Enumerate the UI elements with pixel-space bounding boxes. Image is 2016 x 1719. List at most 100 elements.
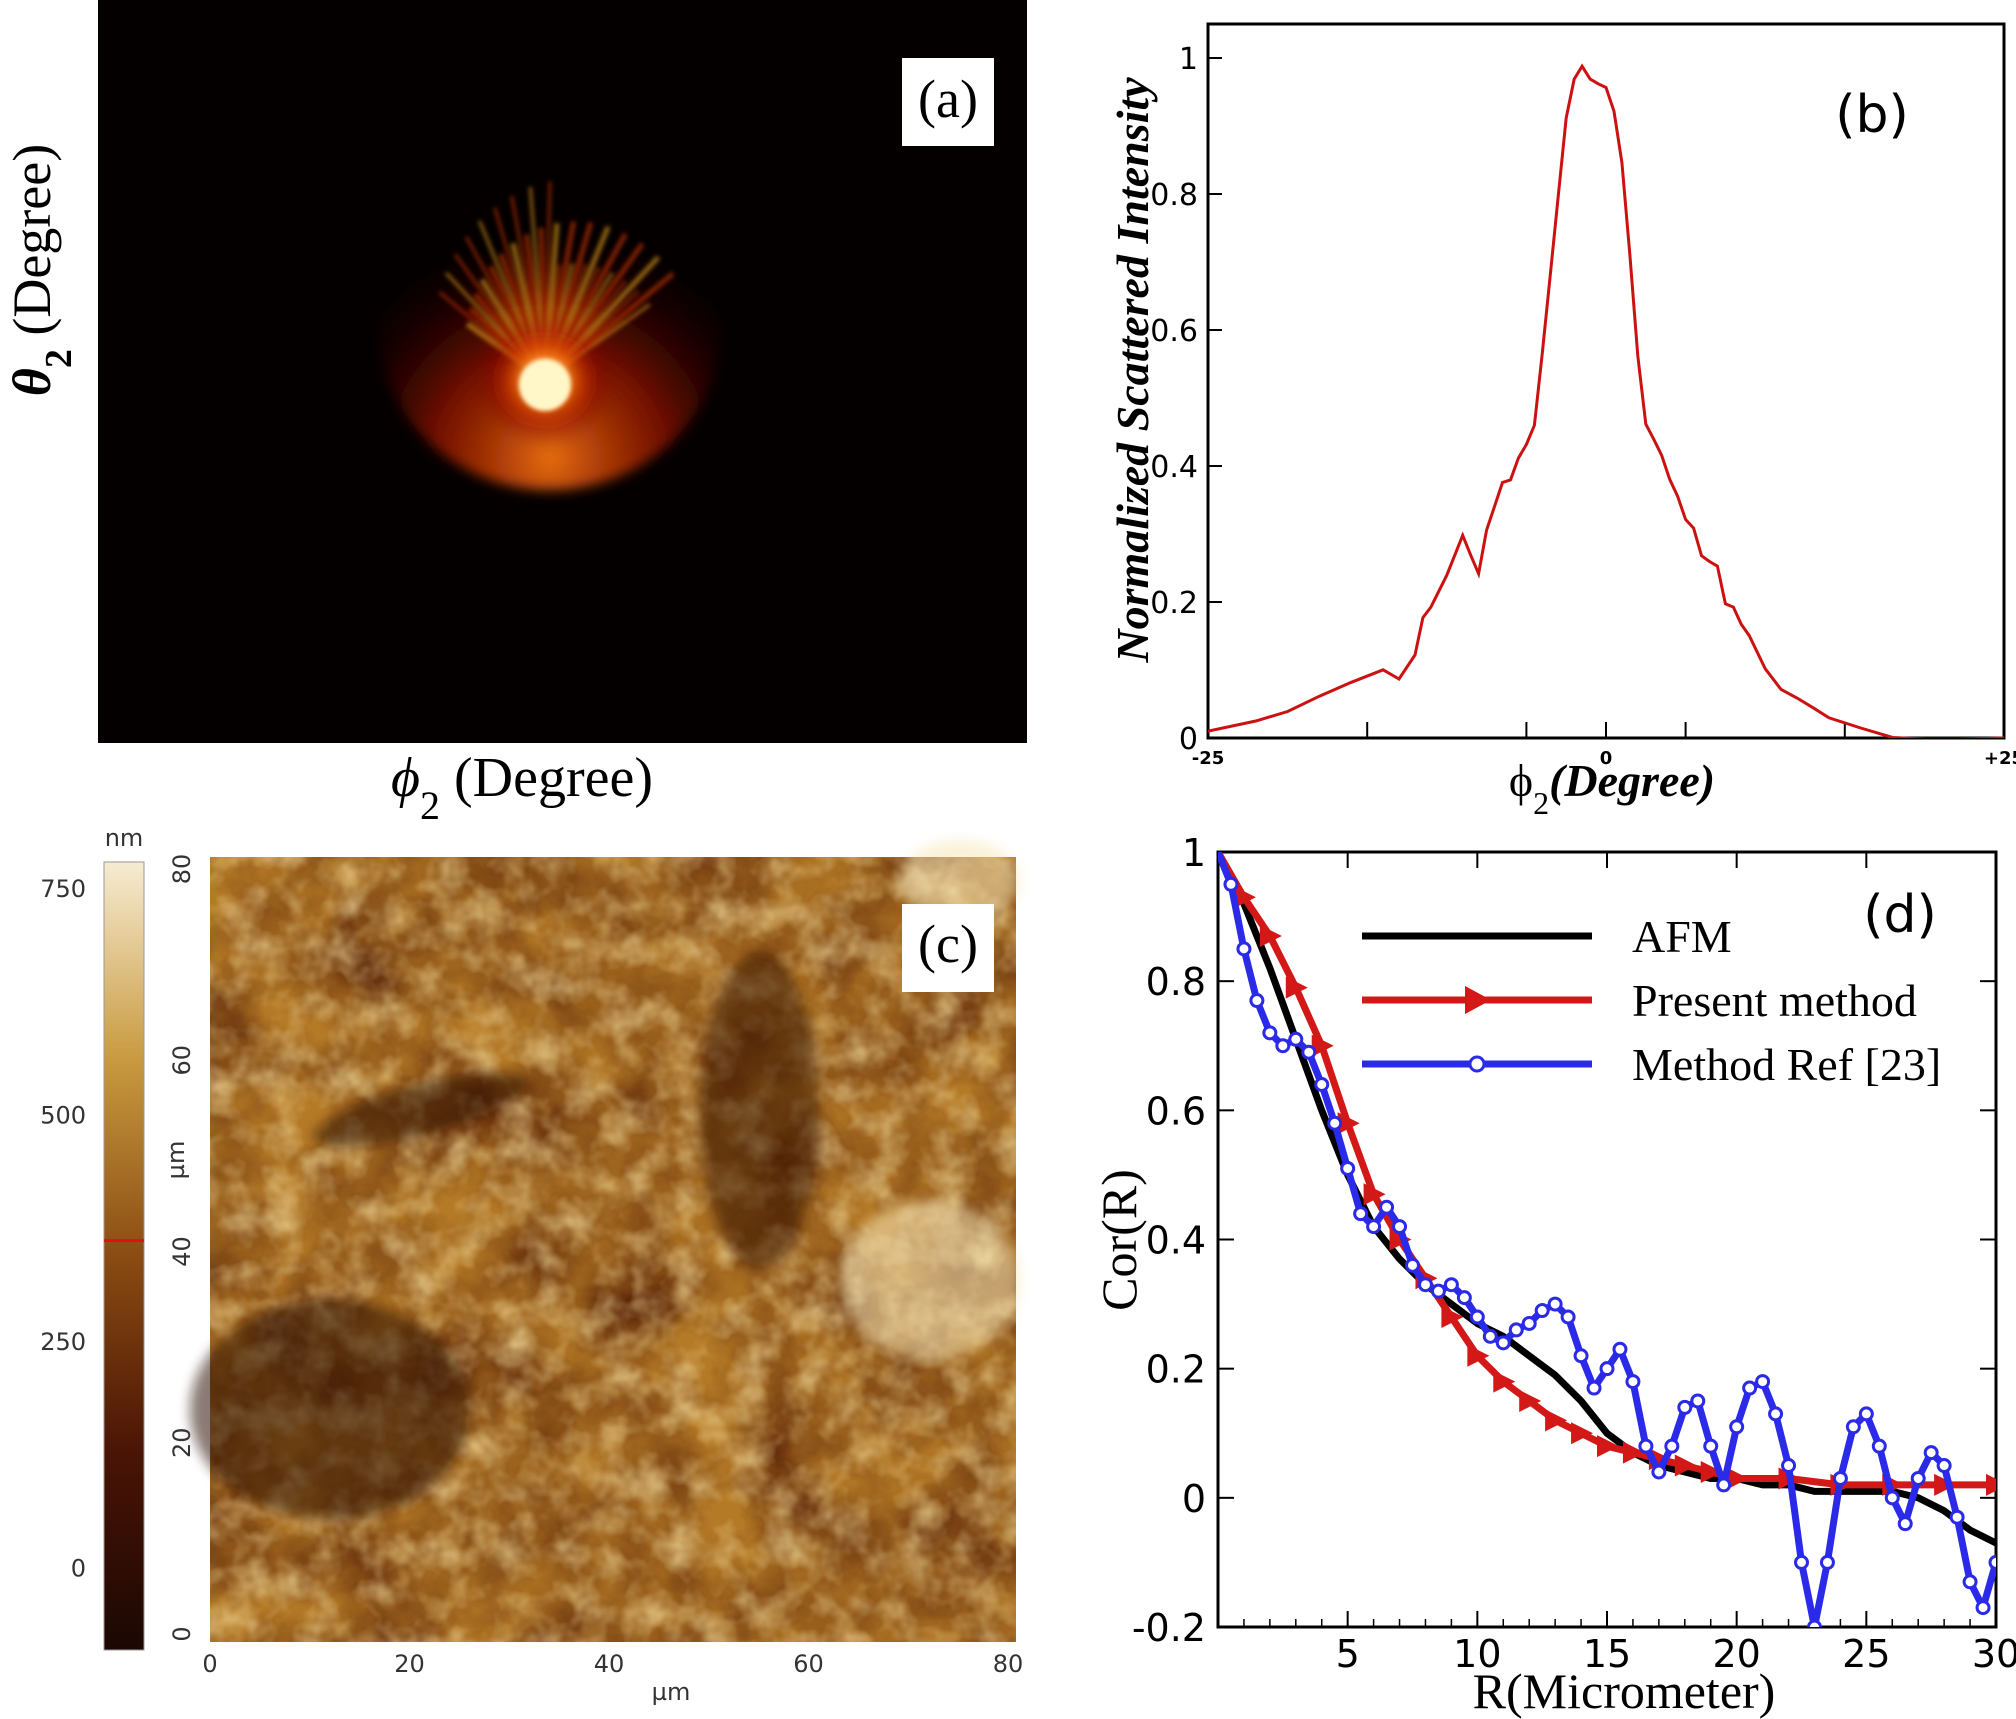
d-triangle-marker bbox=[1519, 1389, 1542, 1412]
d-circle-marker bbox=[1430, 1283, 1446, 1299]
d-legend-marker bbox=[1465, 986, 1491, 1014]
panel-b-ylabel: Normalized Scattered Intensity bbox=[1107, 77, 1158, 664]
b-x-tick-label: -25 bbox=[1192, 748, 1225, 769]
panel-c-label-box bbox=[902, 904, 994, 992]
panel-a-label: (a) bbox=[918, 69, 978, 129]
d-circle-marker bbox=[1379, 1199, 1395, 1215]
panel-c-y-unit: µm bbox=[162, 1141, 190, 1180]
panel-b: 00.20.40.60.81-250+25 (b) Normalized Sca… bbox=[1107, 22, 2016, 821]
d-triangle-marker bbox=[1259, 924, 1282, 947]
panel-b-series bbox=[1208, 63, 2004, 738]
d-circle-marker bbox=[1417, 1277, 1433, 1293]
d-y-tick-label: 0.2 bbox=[1146, 1348, 1206, 1392]
d-circle-marker bbox=[1469, 1309, 1485, 1325]
b-x-tick-label: +25 bbox=[1984, 748, 2016, 769]
d-triangle-marker bbox=[1441, 1306, 1464, 1328]
b-y-tick-label: 0.6 bbox=[1150, 314, 1198, 349]
scatter-glow bbox=[380, 170, 720, 490]
d-circle-marker bbox=[1612, 1341, 1628, 1357]
d-circle-marker bbox=[1651, 1464, 1667, 1480]
d-circle-marker bbox=[1677, 1399, 1693, 1415]
d-circle-marker bbox=[1508, 1322, 1524, 1338]
d-x-tick-label: 15 bbox=[1583, 1632, 1631, 1676]
d-circle-marker bbox=[1806, 1619, 1822, 1627]
d-triangle-marker bbox=[1674, 1454, 1697, 1477]
d-circle-marker bbox=[1288, 1031, 1304, 1047]
d-triangle-marker bbox=[1467, 1344, 1490, 1367]
d-circle-marker bbox=[1742, 1380, 1758, 1396]
colorbar-tick-label: 750 bbox=[40, 875, 86, 903]
d-circle-marker bbox=[1327, 1115, 1343, 1131]
d-circle-marker bbox=[1871, 1438, 1887, 1454]
d-circle-marker bbox=[1236, 941, 1252, 957]
b-y-tick-label: 1 bbox=[1179, 42, 1198, 77]
d-circle-marker bbox=[1794, 1554, 1809, 1570]
d-y-tick-label: -0.2 bbox=[1132, 1606, 1206, 1650]
panel-a: (a) θ2 (Degree) ϕ2 (Degree) bbox=[2, 0, 1027, 828]
d-circle-marker bbox=[1301, 1044, 1317, 1060]
d-circle-marker bbox=[1521, 1315, 1537, 1331]
b-y-tick-label: 0.8 bbox=[1150, 178, 1198, 213]
d-circle-marker bbox=[1547, 1296, 1563, 1312]
d-circle-marker bbox=[1949, 1509, 1965, 1525]
c-y-tick-label: 80 bbox=[168, 854, 196, 885]
panel-c-label: (c) bbox=[918, 914, 978, 974]
panel-d-ticks: -0.200.20.40.60.815 10 15 20 25 30 bbox=[1132, 831, 2016, 1676]
d-x-tick-label: 5 bbox=[1336, 1632, 1360, 1676]
d-triangle-marker bbox=[1597, 1435, 1619, 1458]
c-x-tick-label: 40 bbox=[594, 1650, 625, 1678]
d-circle-marker bbox=[1897, 1516, 1913, 1532]
d-x-tick-label: 30 bbox=[1972, 1632, 2016, 1676]
d-circle-marker bbox=[1923, 1445, 1939, 1461]
d-circle-marker bbox=[1353, 1206, 1369, 1222]
d-y-tick-label: 1 bbox=[1182, 831, 1206, 875]
c-y-tick-label: 60 bbox=[168, 1045, 196, 1076]
panel-d-xlabel: R(Micrometer) bbox=[1473, 1663, 1776, 1719]
panel-c-x-unit: µm bbox=[652, 1678, 691, 1706]
panel-b-label: (b) bbox=[1835, 85, 1909, 145]
panel-c-x-ticks: 0 20 40 60 80 bbox=[202, 1650, 1023, 1678]
d-triangle-marker bbox=[1285, 976, 1308, 999]
d-x-tick-label: 25 bbox=[1842, 1632, 1890, 1676]
d-circle-marker bbox=[1729, 1419, 1745, 1435]
d-circle-marker bbox=[1314, 1077, 1330, 1092]
d-circle-marker bbox=[1703, 1438, 1719, 1454]
b-y-tick-label: 0.4 bbox=[1150, 450, 1198, 485]
d-circle-marker bbox=[1910, 1470, 1926, 1486]
d-triangle-marker bbox=[1337, 1112, 1360, 1135]
d-triangle-marker bbox=[1311, 1034, 1334, 1057]
d-y-tick-label: 0.8 bbox=[1146, 960, 1206, 1004]
d-legend-label: Method Ref [23] bbox=[1632, 1039, 1941, 1090]
d-circle-marker bbox=[1832, 1470, 1848, 1486]
c-y-tick-label: 20 bbox=[168, 1427, 196, 1458]
d-triangle-marker bbox=[1934, 1473, 1957, 1496]
d-circle-marker bbox=[1443, 1277, 1459, 1293]
d-legend-label: AFM bbox=[1632, 911, 1732, 962]
d-circle-marker bbox=[1495, 1335, 1511, 1351]
colorbar bbox=[103, 861, 145, 1651]
panel-c: nm 750 500 250 0 (c) 80 60 40 20 0 0 20 40 60 80 µm… bbox=[40, 824, 1023, 1706]
d-y-tick-label: 0.6 bbox=[1146, 1089, 1206, 1133]
c-x-tick-label: 60 bbox=[793, 1650, 824, 1678]
d-triangle-marker bbox=[1726, 1467, 1749, 1490]
d-legend-marker bbox=[1468, 1055, 1486, 1073]
d-circle-marker bbox=[1716, 1477, 1732, 1493]
d-triangle-marker bbox=[1571, 1422, 1594, 1445]
d-circle-marker bbox=[1262, 1025, 1278, 1041]
d-circle-marker bbox=[1405, 1257, 1420, 1273]
c-y-tick-label: 0 bbox=[168, 1626, 196, 1641]
d-circle-marker bbox=[1625, 1374, 1641, 1390]
d-circle-marker bbox=[1690, 1393, 1706, 1409]
panel-d-series bbox=[1218, 852, 1996, 1627]
d-circle-marker bbox=[1768, 1406, 1784, 1422]
panel-d-label: (d) bbox=[1863, 885, 1937, 945]
d-y-tick-label: 0 bbox=[1182, 1477, 1206, 1521]
d-circle-marker bbox=[1884, 1490, 1900, 1506]
d-circle-marker bbox=[1223, 876, 1239, 892]
d-triangle-marker bbox=[1363, 1183, 1386, 1206]
d-circle-marker bbox=[1599, 1361, 1615, 1377]
d-x-tick-label: 10 bbox=[1453, 1632, 1501, 1676]
colorbar-tick-label: 250 bbox=[40, 1328, 86, 1356]
d-circle-marker bbox=[1573, 1348, 1589, 1364]
